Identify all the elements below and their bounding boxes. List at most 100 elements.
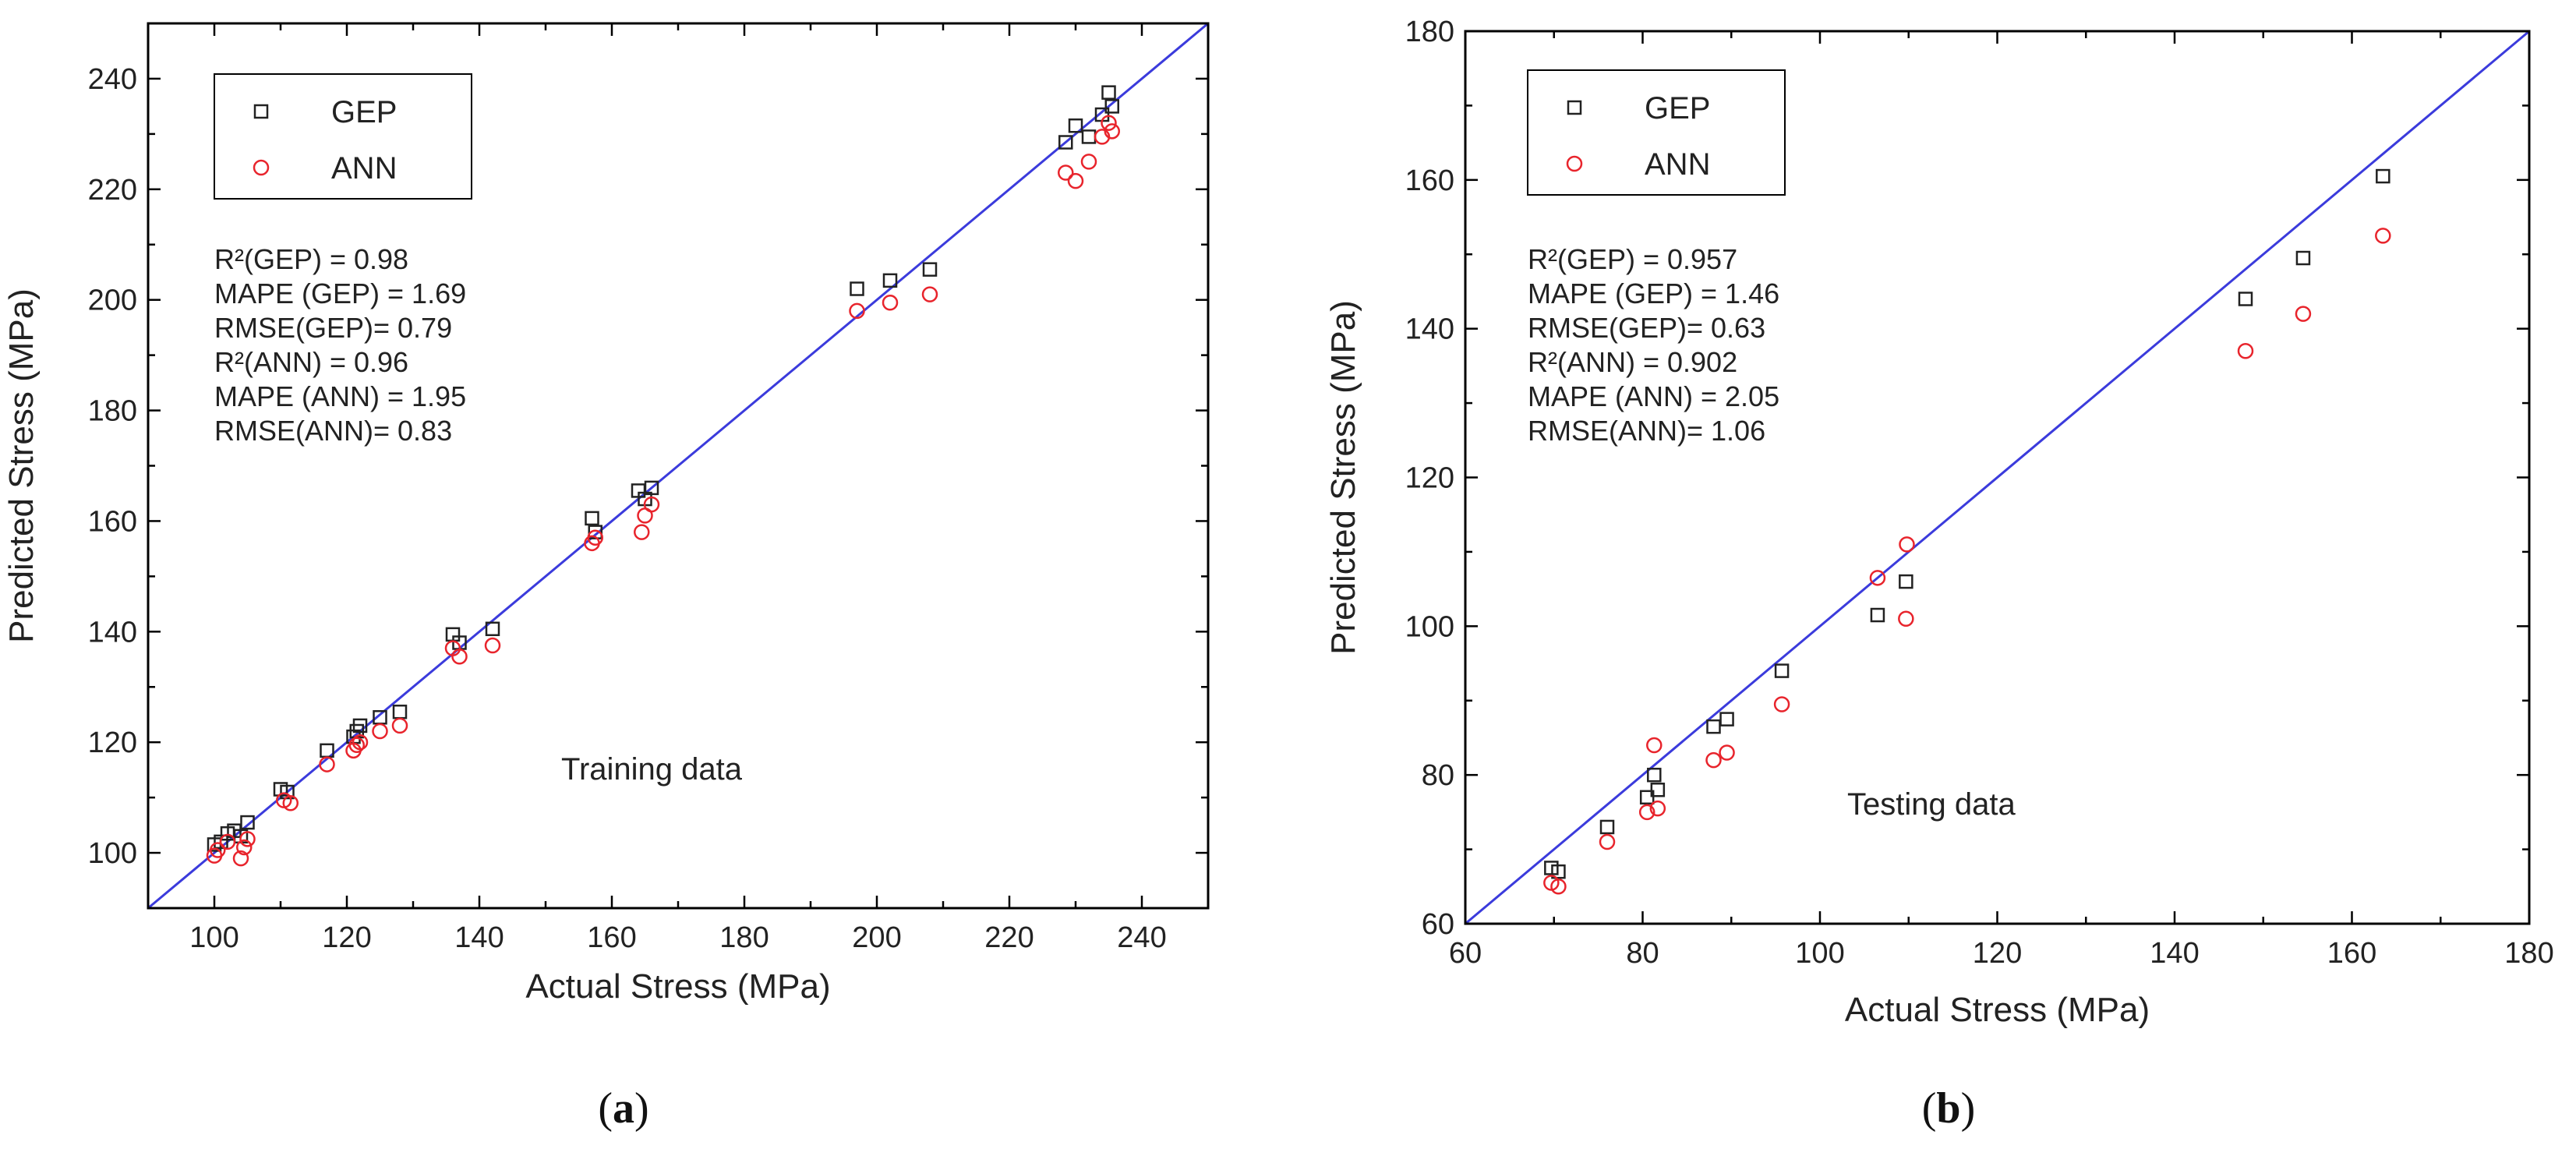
gep-point (1650, 783, 1666, 797)
ann-point (236, 839, 253, 856)
ann-point (2237, 343, 2254, 359)
x-tick-label: 160 (2327, 937, 2376, 970)
metric-rmse-ann: RMSE(ANN)= 1.06 (1528, 415, 1765, 447)
ann-point (1067, 172, 1084, 189)
ann-point (849, 302, 865, 320)
metric-rmse-ann: RMSE(ANN)= 0.83 (214, 415, 452, 447)
ann-point (372, 723, 388, 740)
metric-r2-ann: R²(ANN) = 0.902 (1528, 346, 1737, 378)
metric-r2-ann: R²(ANN) = 0.96 (214, 346, 408, 378)
ann-point (239, 831, 256, 847)
metric-mape-gep: MAPE (GEP) = 1.69 (214, 278, 466, 309)
x-tick-label: 140 (454, 921, 504, 954)
y-tick-label: 80 (1422, 759, 1454, 792)
ann-point (2295, 306, 2312, 322)
gep-point (1101, 85, 1116, 100)
ann-point (1646, 737, 1663, 754)
ann-point (348, 737, 365, 753)
x-tick-label: 240 (1117, 921, 1166, 954)
gep-point (1870, 607, 1885, 623)
gep-point (2376, 168, 2390, 184)
gep-point (1639, 790, 1655, 805)
caption-close: ) (634, 1084, 649, 1133)
y-tick-label: 220 (88, 174, 137, 207)
ann-point (391, 717, 408, 734)
ann-point (1101, 115, 1117, 131)
ann-point (643, 496, 660, 513)
legend-ann-marker (1566, 155, 1583, 172)
caption-open: ( (1922, 1084, 1937, 1133)
ann-point (1080, 154, 1097, 170)
gep-point (1104, 99, 1119, 114)
y-tick-label: 100 (1405, 610, 1454, 643)
y-tick-label: 60 (1422, 908, 1454, 941)
metric-mape-ann: MAPE (ANN) = 2.05 (1528, 380, 1779, 412)
ann-point (1899, 536, 1915, 553)
ann-point (319, 756, 335, 772)
x-tick-label: 200 (852, 921, 901, 954)
y-axis-label: Predicted Stress (MPa) (2, 288, 41, 643)
metric-mape-ann: MAPE (ANN) = 1.95 (214, 380, 466, 412)
ann-point (451, 648, 468, 665)
ann-point (1705, 751, 1722, 769)
metric-mape-gep: MAPE (GEP) = 1.46 (1528, 278, 1779, 309)
ann-point (1773, 696, 1790, 712)
legend-gep-label: GEP (1645, 91, 1710, 126)
gep-point (240, 815, 255, 830)
gep-point (1068, 118, 1083, 133)
panel-b-testing: 60 80 100 120 140 160 180 60 80 100 120 140 160 180 A… (1324, 16, 2554, 1133)
x-tick-label: 220 (984, 921, 1034, 954)
dataset-annotation: Testing data (1847, 787, 2016, 822)
gep-point (2238, 292, 2253, 306)
ann-point (352, 734, 369, 751)
gep-point (1706, 719, 1721, 734)
metric-rmse-gep: RMSE(GEP)= 0.63 (1528, 312, 1765, 344)
legend: GEP ANN (1527, 69, 1786, 196)
panel-caption: (a) (598, 1084, 648, 1133)
ann-point (1104, 123, 1120, 140)
ann-point (882, 294, 899, 311)
x-tick-label: 100 (189, 921, 239, 954)
ann-point (1898, 610, 1914, 628)
gep-point (585, 511, 599, 526)
ann-point (219, 833, 236, 850)
gep-point (882, 273, 898, 288)
x-tick-label: 120 (1973, 937, 2022, 970)
x-tick-label: 180 (719, 921, 769, 954)
y-tick-label: 160 (88, 505, 137, 538)
legend-gep-marker (253, 104, 269, 119)
x-tick-label: 80 (1626, 937, 1659, 970)
x-tick-label: 100 (1795, 937, 1844, 970)
ann-point (587, 529, 603, 546)
caption-letter: a (613, 1084, 634, 1133)
y-tick-label: 140 (1405, 313, 1454, 346)
legend-gep-label: GEP (331, 95, 397, 129)
ann-point (1649, 800, 1666, 817)
y-tick-label: 180 (1405, 16, 1454, 48)
gep-point (485, 621, 500, 637)
gep-point (1081, 129, 1097, 144)
gep-point (280, 784, 295, 800)
gep-point (1719, 712, 1734, 727)
ann-point (282, 794, 299, 811)
ann-point (1719, 744, 1735, 761)
legend-box (1527, 69, 1786, 196)
gep-point (1774, 663, 1790, 678)
gep-point (588, 525, 602, 539)
gep-point (850, 281, 864, 296)
x-tick-label: 160 (587, 921, 636, 954)
x-tick-label: 120 (322, 921, 371, 954)
gep-point (1551, 864, 1566, 879)
gep-point (1058, 135, 1073, 150)
y-tick-label: 100 (88, 837, 137, 870)
legend-gep-marker (1567, 100, 1582, 115)
x-tick-label: 140 (2150, 937, 2199, 970)
panel-caption: (b) (1922, 1084, 1975, 1133)
legend: GEP ANN (214, 73, 472, 200)
ann-point (232, 850, 249, 867)
caption-letter: b (1936, 1084, 1960, 1133)
x-axis-label: Actual Stress (MPa) (525, 967, 830, 1006)
dataset-annotation: Training data (561, 752, 743, 787)
ann-point (1058, 164, 1074, 181)
